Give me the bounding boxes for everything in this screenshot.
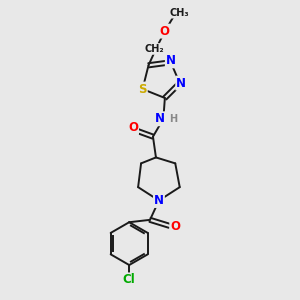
Text: N: N — [154, 194, 164, 207]
Text: CH₂: CH₂ — [145, 44, 164, 54]
Text: O: O — [170, 220, 180, 233]
Text: N: N — [166, 54, 176, 67]
Text: O: O — [160, 25, 170, 38]
Text: N: N — [176, 76, 186, 90]
Text: S: S — [138, 82, 147, 96]
Text: H: H — [169, 114, 177, 124]
Text: Cl: Cl — [123, 273, 136, 286]
Text: N: N — [155, 112, 165, 125]
Text: O: O — [128, 121, 138, 134]
Text: CH₃: CH₃ — [169, 8, 189, 18]
